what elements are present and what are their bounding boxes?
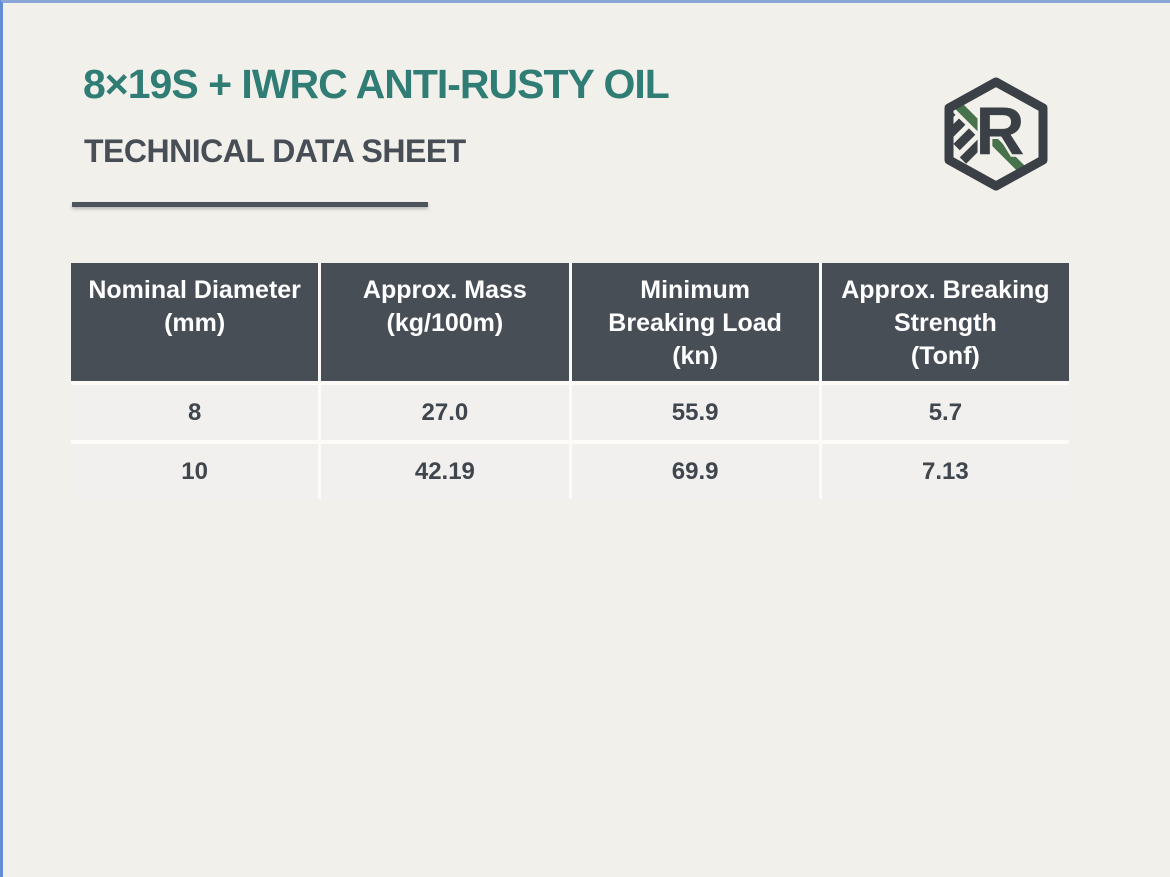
title-underline-rule: [72, 202, 428, 207]
cell-strength-row2: 7.13: [821, 444, 1069, 499]
hexagon-r-logo-icon: R: [944, 77, 1048, 191]
cell-mass-row2: 42.19: [321, 444, 569, 499]
cell-diameter-row1: 8: [71, 385, 319, 440]
logo-bar: [953, 128, 976, 151]
col-header-min-breaking-load: Minimum Breaking Load (kn): [571, 263, 819, 381]
cell-diameter-row2: 10: [71, 444, 319, 499]
page-subtitle: TECHNICAL DATA SHEET: [84, 133, 466, 169]
col-header-approx-mass: Approx. Mass (kg/100m): [321, 263, 569, 381]
company-logo: R: [936, 77, 1056, 191]
technical-data-table: Nominal Diameter (mm) Approx. Mass (kg/1…: [71, 263, 1069, 499]
cell-mass-row1: 27.0: [321, 385, 569, 440]
logo-bar: [959, 138, 986, 164]
logo-letter-r: R: [975, 93, 1024, 169]
cell-load-row1: 55.9: [571, 385, 819, 440]
cell-load-row2: 69.9: [571, 444, 819, 499]
page-title: 8×19S + IWRC ANTI-RUSTY OIL: [83, 61, 670, 107]
logo-diagonal-stripe: [950, 89, 1038, 185]
col-header-nominal-diameter: Nominal Diameter (mm): [71, 263, 319, 381]
col-header-breaking-strength: Approx. Breaking Strength (Tonf): [821, 263, 1069, 381]
logo-hexagon-outline: [944, 77, 1048, 191]
cell-strength-row1: 5.7: [821, 385, 1069, 440]
